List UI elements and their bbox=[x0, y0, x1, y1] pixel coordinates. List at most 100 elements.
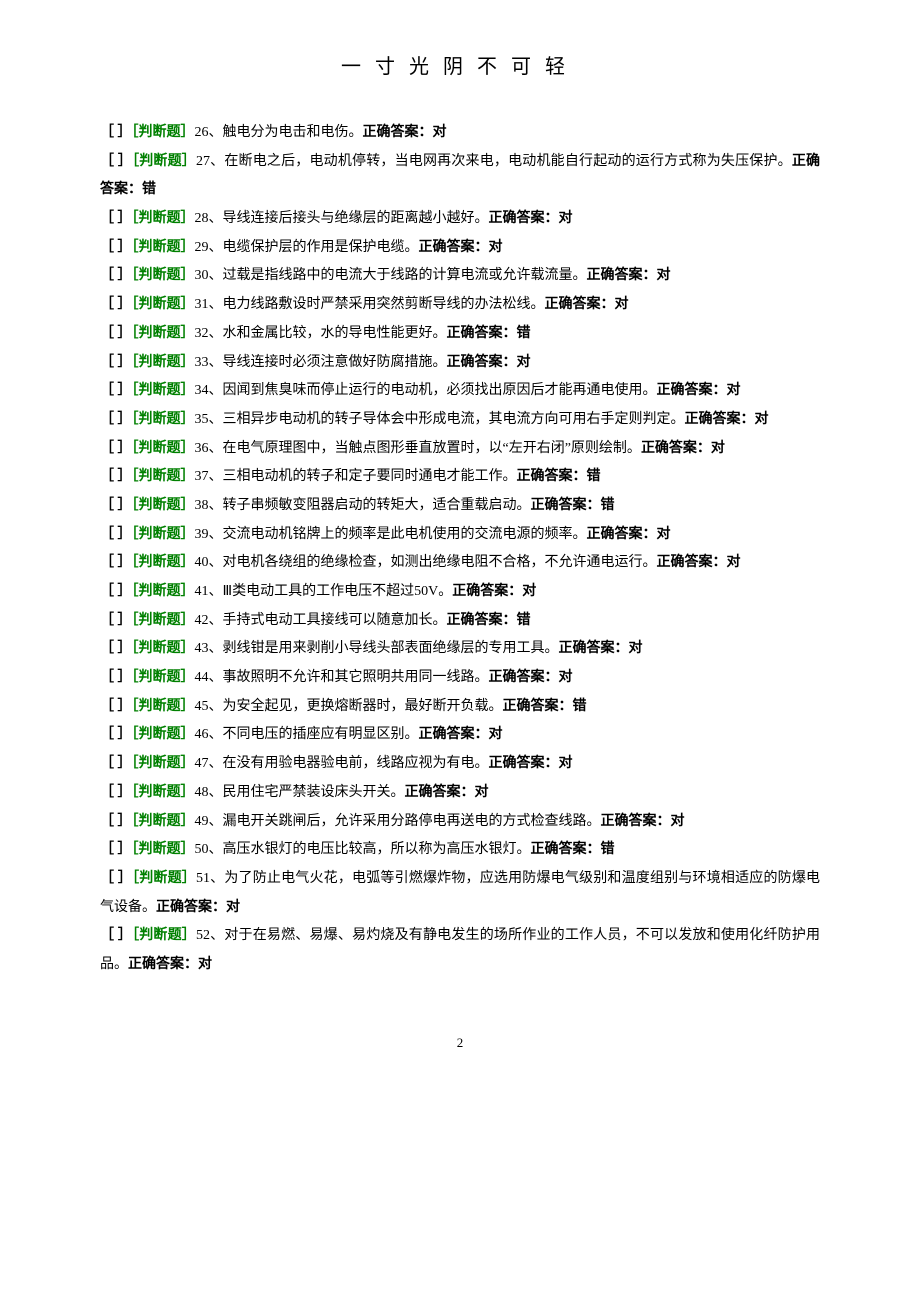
question-item: ［ ］［判断题］32、水和金属比较，水的导电性能更好。正确答案：错 bbox=[100, 320, 820, 349]
answer-label: 正确答案：错 bbox=[531, 842, 615, 857]
question-number: 47、 bbox=[195, 756, 223, 771]
question-item: ［ ］［判断题］41、Ⅲ类电动工具的工作电压不超过50V。正确答案：对 bbox=[100, 578, 820, 607]
question-item: ［ ］［判断题］52、对于在易燃、易爆、易灼烧及有静电发生的场所作业的工作人员，… bbox=[100, 922, 820, 979]
question-number: 29、 bbox=[195, 240, 223, 255]
bracket-marker: ［ ］ bbox=[100, 154, 132, 169]
question-item: ［ ］［判断题］47、在没有用验电器验电前，线路应视为有电。正确答案：对 bbox=[100, 750, 820, 779]
question-type-tag: ［判断题］ bbox=[132, 383, 195, 398]
question-text: 交流电动机铭牌上的频率是此电机使用的交流电源的频率。 bbox=[223, 527, 587, 542]
question-text: 导线连接时必须注意做好防腐措施。 bbox=[223, 355, 447, 370]
question-item: ［ ］［判断题］46、不同电压的插座应有明显区别。正确答案：对 bbox=[100, 721, 820, 750]
question-number: 32、 bbox=[195, 326, 223, 341]
answer-label: 正确答案：错 bbox=[503, 699, 587, 714]
question-number: 26、 bbox=[195, 125, 223, 140]
bracket-marker: ［ ］ bbox=[100, 928, 132, 943]
question-number: 41、 bbox=[195, 584, 223, 599]
question-type-tag: ［判断题］ bbox=[132, 699, 195, 714]
answer-label: 正确答案：对 bbox=[128, 957, 212, 972]
question-type-tag: ［判断题］ bbox=[132, 268, 195, 283]
question-number: 38、 bbox=[195, 498, 223, 513]
question-text: 过载是指线路中的电流大于线路的计算电流或允许载流量。 bbox=[223, 268, 587, 283]
bracket-marker: ［ ］ bbox=[100, 441, 132, 456]
question-number: 46、 bbox=[195, 727, 223, 742]
question-item: ［ ］［判断题］37、三相电动机的转子和定子要同时通电才能工作。正确答案：错 bbox=[100, 463, 820, 492]
question-type-tag: ［判断题］ bbox=[132, 727, 195, 742]
question-text: 对电机各绕组的绝缘检查，如测出绝缘电阻不合格，不允许通电运行。 bbox=[223, 555, 657, 570]
question-text: 在断电之后，电动机停转，当电网再次来电，电动机能自行起动的运行方式称为失压保护。 bbox=[224, 154, 791, 169]
bracket-marker: ［ ］ bbox=[100, 355, 132, 370]
question-number: 42、 bbox=[195, 613, 223, 628]
bracket-marker: ［ ］ bbox=[100, 842, 132, 857]
question-type-tag: ［判断题］ bbox=[132, 842, 195, 857]
question-text: 事故照明不允许和其它照明共用同一线路。 bbox=[223, 670, 489, 685]
question-type-tag: ［判断题］ bbox=[132, 756, 195, 771]
question-type-tag: ［判断题］ bbox=[132, 240, 195, 255]
bracket-marker: ［ ］ bbox=[100, 240, 132, 255]
answer-label: 正确答案：对 bbox=[657, 383, 741, 398]
bracket-marker: ［ ］ bbox=[100, 584, 132, 599]
question-item: ［ ］［判断题］29、电缆保护层的作用是保护电缆。正确答案：对 bbox=[100, 234, 820, 263]
question-item: ［ ］［判断题］51、为了防止电气火花，电弧等引燃爆炸物，应选用防爆电气级别和温… bbox=[100, 865, 820, 922]
question-text: 手持式电动工具接线可以随意加长。 bbox=[223, 613, 447, 628]
question-number: 45、 bbox=[195, 699, 223, 714]
answer-label: 正确答案：对 bbox=[363, 125, 447, 140]
question-text: 高压水银灯的电压比较高，所以称为高压水银灯。 bbox=[223, 842, 531, 857]
answer-label: 正确答案：对 bbox=[447, 355, 531, 370]
question-type-tag: ［判断题］ bbox=[132, 785, 195, 800]
page-number: 2 bbox=[100, 1035, 820, 1051]
bracket-marker: ［ ］ bbox=[100, 699, 132, 714]
question-text: 导线连接后接头与绝缘层的距离越小越好。 bbox=[223, 211, 489, 226]
questions-container: ［ ］［判断题］26、触电分为电击和电伤。正确答案：对［ ］［判断题］27、在断… bbox=[100, 119, 820, 980]
question-type-tag: ［判断题］ bbox=[132, 584, 195, 599]
question-number: 44、 bbox=[195, 670, 223, 685]
question-text: 三相异步电动机的转子导体会中形成电流，其电流方向可用右手定则判定。 bbox=[223, 412, 685, 427]
bracket-marker: ［ ］ bbox=[100, 641, 132, 656]
question-type-tag: ［判断题］ bbox=[132, 670, 195, 685]
bracket-marker: ［ ］ bbox=[100, 727, 132, 742]
question-item: ［ ］［判断题］28、导线连接后接头与绝缘层的距离越小越好。正确答案：对 bbox=[100, 205, 820, 234]
question-number: 50、 bbox=[195, 842, 223, 857]
question-type-tag: ［判断题］ bbox=[132, 412, 195, 427]
question-item: ［ ］［判断题］43、剥线钳是用来剥削小导线头部表面绝缘层的专用工具。正确答案：… bbox=[100, 635, 820, 664]
question-text: 三相电动机的转子和定子要同时通电才能工作。 bbox=[223, 469, 517, 484]
question-number: 36、 bbox=[195, 441, 223, 456]
question-item: ［ ］［判断题］40、对电机各绕组的绝缘检查，如测出绝缘电阻不合格，不允许通电运… bbox=[100, 549, 820, 578]
question-item: ［ ］［判断题］42、手持式电动工具接线可以随意加长。正确答案：错 bbox=[100, 607, 820, 636]
question-text: 触电分为电击和电伤。 bbox=[223, 125, 363, 140]
question-text: 在电气原理图中，当触点图形垂直放置时，以“左开右闭”原则绘制。 bbox=[223, 441, 641, 456]
question-type-tag: ［判断题］ bbox=[132, 211, 195, 226]
question-number: 51、 bbox=[196, 871, 224, 886]
question-number: 52、 bbox=[196, 928, 224, 943]
answer-label: 正确答案：对 bbox=[641, 441, 725, 456]
question-item: ［ ］［判断题］33、导线连接时必须注意做好防腐措施。正确答案：对 bbox=[100, 349, 820, 378]
bracket-marker: ［ ］ bbox=[100, 297, 132, 312]
bracket-marker: ［ ］ bbox=[100, 613, 132, 628]
answer-label: 正确答案：对 bbox=[419, 727, 503, 742]
bracket-marker: ［ ］ bbox=[100, 412, 132, 427]
bracket-marker: ［ ］ bbox=[100, 125, 132, 140]
question-number: 35、 bbox=[195, 412, 223, 427]
answer-label: 正确答案：对 bbox=[685, 412, 769, 427]
question-item: ［ ］［判断题］39、交流电动机铭牌上的频率是此电机使用的交流电源的频率。正确答… bbox=[100, 521, 820, 550]
page-title: 一寸光阴不可轻 bbox=[100, 50, 820, 79]
question-type-tag: ［判断题］ bbox=[132, 871, 196, 886]
question-number: 34、 bbox=[195, 383, 223, 398]
question-number: 28、 bbox=[195, 211, 223, 226]
question-number: 37、 bbox=[195, 469, 223, 484]
bracket-marker: ［ ］ bbox=[100, 527, 132, 542]
question-item: ［ ］［判断题］38、转子串频敏变阻器启动的转矩大，适合重载启动。正确答案：错 bbox=[100, 492, 820, 521]
question-type-tag: ［判断题］ bbox=[132, 355, 195, 370]
question-type-tag: ［判断题］ bbox=[132, 125, 195, 140]
answer-label: 正确答案：错 bbox=[447, 613, 531, 628]
question-number: 49、 bbox=[195, 814, 223, 829]
question-item: ［ ］［判断题］26、触电分为电击和电伤。正确答案：对 bbox=[100, 119, 820, 148]
answer-label: 正确答案：对 bbox=[405, 785, 489, 800]
answer-label: 正确答案：对 bbox=[489, 670, 573, 685]
answer-label: 正确答案：错 bbox=[531, 498, 615, 513]
question-type-tag: ［判断题］ bbox=[132, 441, 195, 456]
question-item: ［ ］［判断题］49、漏电开关跳闸后，允许采用分路停电再送电的方式检查线路。正确… bbox=[100, 808, 820, 837]
question-item: ［ ］［判断题］30、过载是指线路中的电流大于线路的计算电流或允许载流量。正确答… bbox=[100, 262, 820, 291]
answer-label: 正确答案：对 bbox=[587, 527, 671, 542]
bracket-marker: ［ ］ bbox=[100, 670, 132, 685]
bracket-marker: ［ ］ bbox=[100, 785, 132, 800]
